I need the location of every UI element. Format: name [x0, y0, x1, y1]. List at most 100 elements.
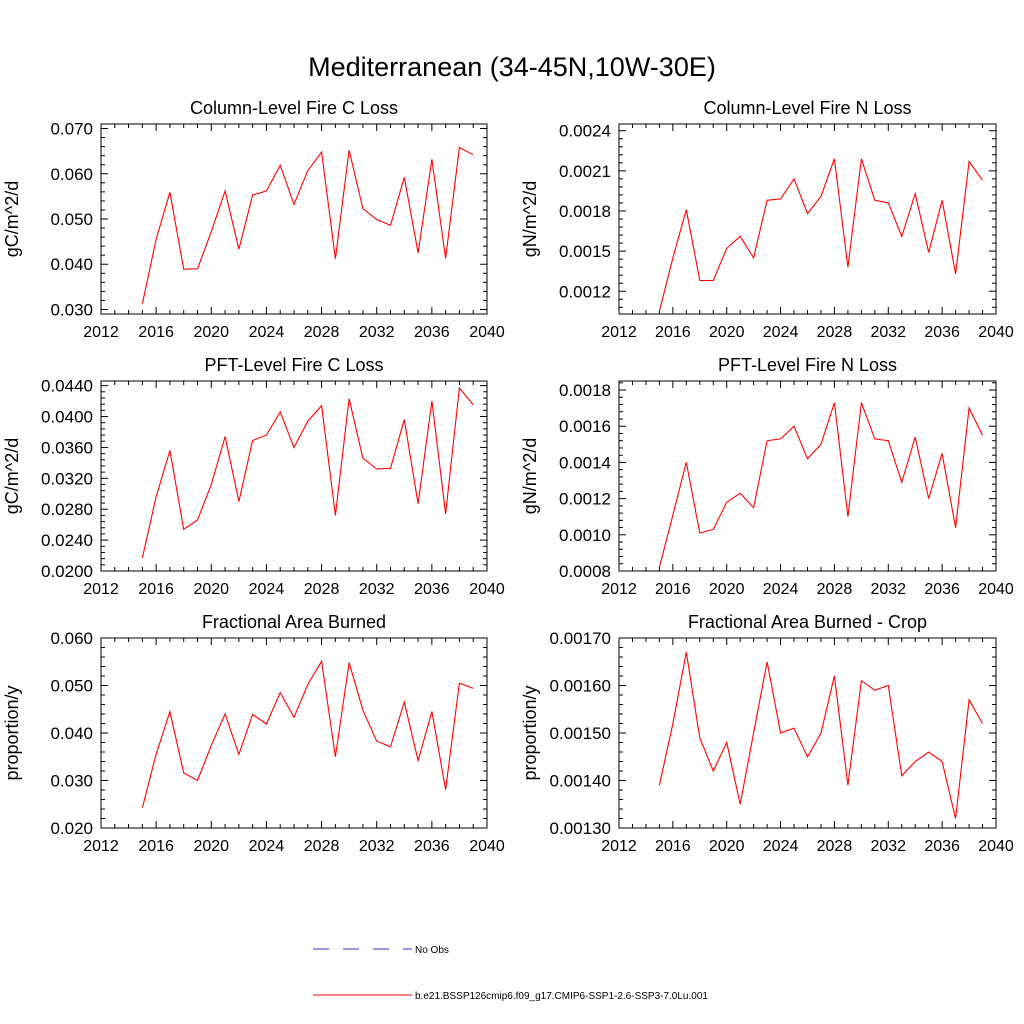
x-tick-label: 2024: [763, 838, 799, 855]
y-axis-label: proportion/y: [2, 685, 22, 780]
x-tick-label: 2020: [709, 324, 745, 341]
y-tick-label: 0.0240: [41, 531, 93, 550]
y-tick-label: 0.0018: [559, 381, 611, 400]
x-tick-label: 2040: [469, 324, 505, 341]
x-tick-label: 2024: [249, 581, 285, 598]
y-tick-label: 0.0360: [41, 438, 93, 457]
y-tick-label: 0.00130: [550, 819, 611, 838]
x-tick-label: 2016: [138, 838, 174, 855]
x-tick-label: 2024: [763, 324, 799, 341]
y-tick-label: 0.0280: [41, 500, 93, 519]
x-tick-label: 2032: [870, 838, 906, 855]
x-tick-label: 2028: [304, 838, 340, 855]
x-tick-label: 2036: [924, 838, 960, 855]
y-axis-label: gN/m^2/d: [520, 181, 540, 257]
series-line: [141, 659, 474, 808]
x-tick-label: 2032: [359, 324, 395, 341]
x-tick-label: 2040: [469, 838, 505, 855]
y-tick-label: 0.0014: [559, 453, 611, 472]
x-tick-label: 2016: [138, 324, 174, 341]
x-tick-label: 2016: [655, 324, 691, 341]
panel-title: PFT-Level Fire N Loss: [718, 355, 897, 375]
x-tick-label: 2040: [978, 581, 1014, 598]
chart-panel-2: 2012 2016 2020 2024 2028 2032 2036 2040 0.0012 0.…: [520, 98, 1014, 341]
y-tick-label: 0.0010: [559, 526, 611, 545]
y-tick-label: 0.0024: [559, 122, 611, 141]
y-axis-label: gN/m^2/d: [520, 438, 540, 514]
chart-panel-4: 2012 2016 2020 2024 2028 2032 2036 2040 0.0008 0.…: [520, 355, 1014, 598]
series-line: [141, 386, 474, 559]
x-tick-label: 2032: [359, 838, 395, 855]
x-tick-label: 2028: [817, 324, 853, 341]
y-axis-label: proportion/y: [520, 685, 540, 780]
y-tick-label: 0.0021: [559, 162, 611, 181]
x-tick-label: 2024: [249, 324, 285, 341]
x-tick-label: 2036: [924, 581, 960, 598]
x-tick-label: 2020: [193, 581, 229, 598]
y-tick-label: 0.0440: [41, 377, 93, 396]
y-tick-label: 0.00150: [550, 724, 611, 743]
series-line: [658, 158, 983, 312]
x-tick-label: 2040: [978, 324, 1014, 341]
x-tick-label: 2020: [193, 838, 229, 855]
y-tick-label: 0.020: [50, 819, 93, 838]
x-tick-label: 2032: [359, 581, 395, 598]
legend-label-model-run: b.e21.BSSP126cmip6.f09_g17.CMIP6-SSP1-2.…: [415, 991, 708, 1002]
y-tick-label: 0.040: [50, 724, 93, 743]
x-tick-label: 2028: [817, 581, 853, 598]
y-axis-label: gC/m^2/d: [2, 438, 22, 514]
y-tick-label: 0.060: [50, 629, 93, 648]
x-tick-label: 2020: [709, 581, 745, 598]
chart-panel-6: 2012 2016 2020 2024 2028 2032 2036 2040 0.00130 0…: [520, 612, 1014, 855]
x-tick-label: 2040: [469, 581, 505, 598]
panel-grid: 2012 2016 2020 2024 2028 2032 2036 2040 0.030 0.0…: [2, 98, 1014, 855]
x-tick-label: 2032: [870, 324, 906, 341]
y-tick-label: 0.00160: [550, 677, 611, 696]
x-tick-label: 2016: [655, 581, 691, 598]
legend-label-no-obs: No Obs: [415, 945, 449, 956]
panel-title: Column-Level Fire C Loss: [190, 98, 398, 118]
chart-panel-1: 2012 2016 2020 2024 2028 2032 2036 2040 0.030 0.0…: [2, 98, 505, 341]
x-tick-label: 2020: [709, 838, 745, 855]
x-tick-label: 2016: [655, 838, 691, 855]
y-tick-label: 0.0016: [559, 417, 611, 436]
x-tick-label: 2032: [870, 581, 906, 598]
y-tick-label: 0.0015: [559, 242, 611, 261]
y-tick-label: 0.00170: [550, 629, 611, 648]
figure-title: Mediterranean (34-45N,10W-30E): [308, 52, 716, 82]
y-tick-label: 0.050: [50, 210, 93, 229]
y-tick-label: 0.050: [50, 677, 93, 696]
x-tick-label: 2036: [924, 324, 960, 341]
x-tick-label: 2012: [83, 838, 119, 855]
x-tick-label: 2024: [763, 581, 799, 598]
y-tick-label: 0.030: [50, 300, 93, 319]
x-tick-label: 2028: [304, 581, 340, 598]
y-tick-label: 0.0012: [559, 490, 611, 509]
y-tick-label: 0.00140: [550, 772, 611, 791]
x-tick-label: 2016: [138, 581, 174, 598]
y-tick-label: 0.030: [50, 772, 93, 791]
x-tick-label: 2012: [601, 324, 637, 341]
x-tick-label: 2040: [978, 838, 1014, 855]
y-tick-label: 0.0320: [41, 469, 93, 488]
y-tick-label: 0.0018: [559, 202, 611, 221]
y-tick-label: 0.040: [50, 255, 93, 274]
series-line: [141, 146, 474, 304]
series-line: [658, 652, 983, 819]
x-tick-label: 2012: [601, 838, 637, 855]
x-tick-label: 2012: [83, 581, 119, 598]
legend: No Obs b.e21.BSSP126cmip6.f09_g17.CMIP6-…: [313, 945, 708, 1002]
series-line: [658, 402, 983, 568]
panel-title: Fractional Area Burned: [202, 612, 386, 632]
x-tick-label: 2012: [601, 581, 637, 598]
y-tick-label: 0.0012: [559, 282, 611, 301]
y-tick-label: 0.070: [50, 120, 93, 139]
panel-title: Fractional Area Burned - Crop: [688, 612, 927, 632]
x-tick-label: 2028: [817, 838, 853, 855]
x-tick-label: 2036: [414, 324, 450, 341]
panel-title: Column-Level Fire N Loss: [703, 98, 911, 118]
x-tick-label: 2024: [249, 838, 285, 855]
y-tick-label: 0.060: [50, 165, 93, 184]
x-tick-label: 2036: [414, 838, 450, 855]
